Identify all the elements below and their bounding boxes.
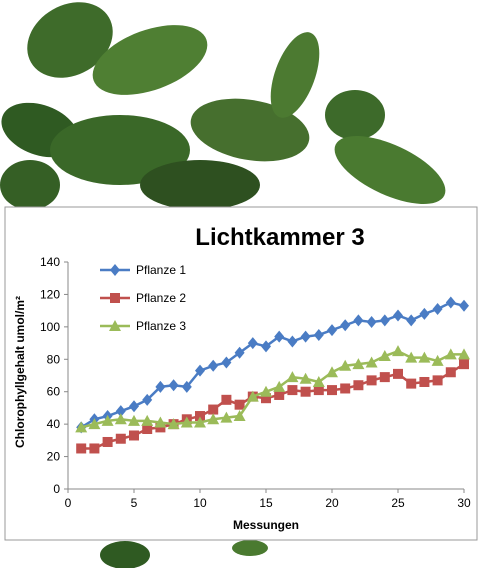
legend-label: Pflanze 3 [136,319,186,333]
marker [459,359,469,369]
chart: Lichtkammer 3 Chlorophyllgehalt umol/m² … [0,0,484,568]
x-tick-label: 0 [65,496,72,510]
x-axis-label: Messungen [233,518,299,532]
marker [103,437,113,447]
marker [406,379,416,389]
marker [340,383,350,393]
marker [89,443,99,453]
x-tick-label: 20 [325,496,339,510]
x-tick-label: 5 [131,496,138,510]
marker [129,430,139,440]
legend-marker [110,293,120,303]
x-tick-label: 25 [391,496,405,510]
marker [116,434,126,444]
y-axis-label: Chlorophyllgehalt umol/m² [13,296,27,448]
chart-frame [5,207,477,540]
marker [380,372,390,382]
y-tick-label: 80 [47,352,61,366]
page: {"chart_data": {"type": "line", "title":… [0,0,484,568]
marker [353,380,363,390]
marker [393,369,403,379]
y-tick-label: 40 [47,417,61,431]
marker [301,387,311,397]
marker [419,377,429,387]
x-tick-label: 10 [193,496,207,510]
marker [287,385,297,395]
marker [367,375,377,385]
marker [235,400,245,410]
y-tick-label: 120 [40,287,60,301]
x-tick-label: 30 [457,496,471,510]
marker [208,405,218,415]
marker [76,443,86,453]
y-tick-label: 100 [40,320,60,334]
marker [446,367,456,377]
marker [433,375,443,385]
y-tick-label: 140 [40,255,60,269]
x-tick-label: 15 [259,496,273,510]
legend-label: Pflanze 2 [136,291,186,305]
y-tick-label: 20 [47,450,61,464]
y-tick-label: 60 [47,385,61,399]
chart-title: Lichtkammer 3 [195,224,364,251]
marker [221,395,231,405]
marker [327,385,337,395]
legend-label: Pflanze 1 [136,263,186,277]
y-tick-label: 0 [53,482,60,496]
